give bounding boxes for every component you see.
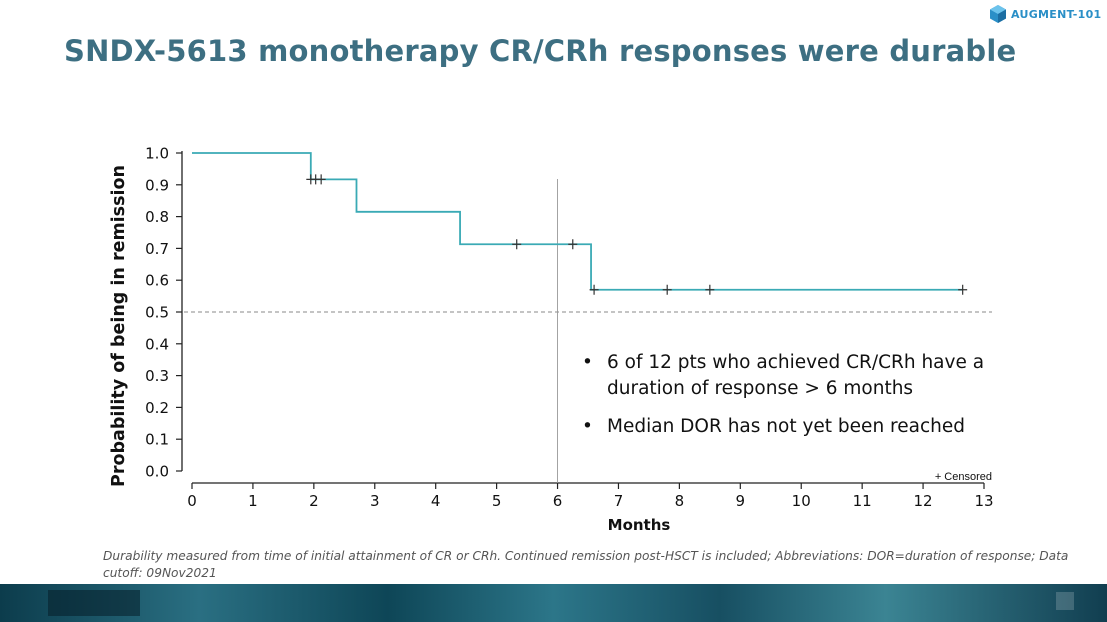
x-tick-label: 13 [974,492,993,510]
hexagon-cube-icon [990,5,1006,23]
y-tick-label: 0.3 [145,367,169,385]
footer-shade [1056,592,1074,610]
x-tick-label: 0 [187,492,197,510]
footer-banner [0,584,1107,622]
x-tick-label: 2 [309,492,319,510]
y-tick-label: 0.2 [145,399,169,417]
bullet-text: 6 of 12 pts who achieved CR/CRh have a d… [607,352,985,399]
censored-mark [568,239,578,250]
x-axis-label: Months [608,516,671,534]
bullet-text: Median DOR has not yet been reached [607,416,965,437]
y-tick-label: 0.9 [145,176,169,194]
censored-mark [589,284,599,295]
x-tick-label: 12 [914,492,933,510]
y-tick-label: 0.4 [145,335,169,353]
kaplan-meier-chart: 0.00.10.20.30.40.50.60.70.80.91.00 1 2 3 4 5 6… [109,145,994,535]
y-axis-label: Probability of being in remission [109,165,129,487]
x-tick-label: 11 [853,492,872,510]
y-tick-label: 0.5 [145,304,169,322]
bullet-item: • 6 of 12 pts who achieved CR/CRh have a… [582,350,1022,402]
bullet-item: • Median DOR has not yet been reached [582,414,1022,440]
legend-censored: + Censored [935,471,992,483]
key-points: • 6 of 12 pts who achieved CR/CRh have a… [582,350,1022,452]
y-tick-label: 0.1 [145,431,169,449]
x-tick-label: 7 [614,492,624,510]
censored-mark [316,174,326,185]
survival-curve [192,152,963,291]
bullet-marker: • [582,416,593,437]
x-tick-label: 9 [736,492,746,510]
x-tick-label: 8 [675,492,685,510]
censored-mark [705,284,715,295]
footnote: Durability measured from time of initial… [103,549,1069,580]
y-tick-label: 0.7 [145,240,169,258]
x-tick-label: 1 [248,492,258,510]
x-tick-label: 5 [492,492,502,510]
footer-shade [48,590,140,616]
y-tick-label: 1.0 [145,145,169,163]
bullet-marker: • [582,352,593,373]
censored-mark [958,284,968,295]
augment-logo: AUGMENT-101 [988,4,1102,24]
logo-text: AUGMENT-101 [1011,7,1102,21]
x-tick-label: 10 [792,492,811,510]
censored-mark [662,284,672,295]
y-tick-label: 0.8 [145,208,169,226]
slide-title: SNDX-5613 monotherapy CR/CRh responses w… [64,34,1017,68]
y-tick-label: 0.0 [145,463,169,481]
x-tick-label: 6 [553,492,563,510]
y-tick-label: 0.6 [145,272,169,290]
censored-mark [512,239,522,250]
x-tick-label: 3 [370,492,380,510]
x-tick-label: 4 [431,492,441,510]
